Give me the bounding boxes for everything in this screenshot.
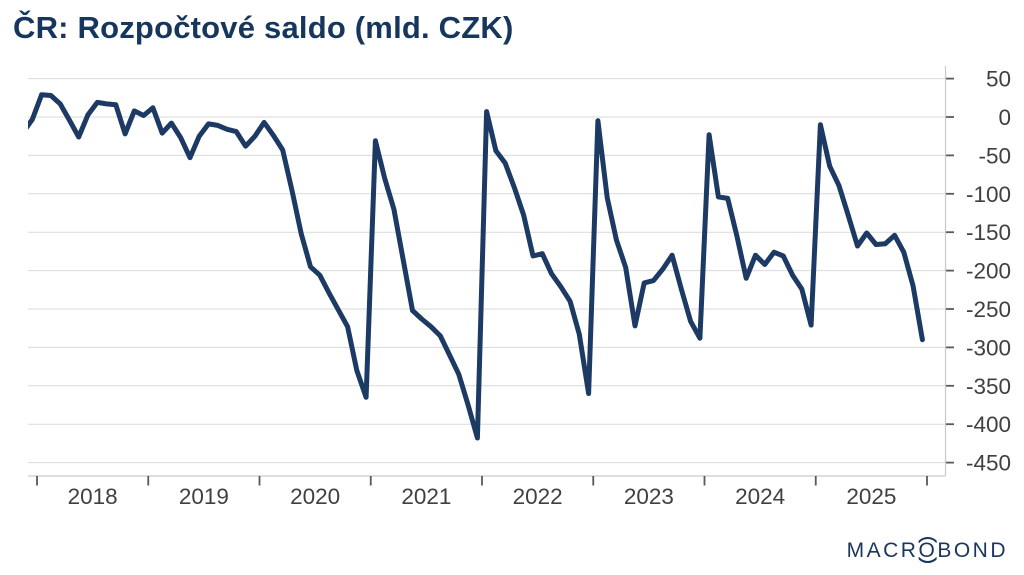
x-tick-label-2023: 2023: [624, 484, 674, 509]
y-tick-label--400: -400: [966, 412, 1011, 437]
y-tick-label-50: 50: [986, 67, 1011, 92]
y-tick-label--50: -50: [978, 143, 1011, 168]
logo-text-suffix: BOND: [937, 539, 1008, 562]
x-tick-label-2025: 2025: [846, 484, 896, 509]
x-tick-label-2019: 2019: [179, 484, 229, 509]
y-tick-label--100: -100: [966, 182, 1011, 207]
x-tick-label-2022: 2022: [513, 484, 563, 509]
logo-circled-o: O: [918, 539, 938, 562]
y-tick-label--350: -350: [966, 374, 1011, 399]
logo-text-prefix: MACR: [846, 539, 919, 562]
x-tick-label-2020: 2020: [290, 484, 340, 509]
x-tick-label-2018: 2018: [68, 484, 118, 509]
budget-balance-series-line: [28, 92, 925, 441]
macrobond-logo: MACROBOND: [847, 539, 1008, 563]
chart-title: ČR: Rozpočtové saldo (mld. CZK): [13, 10, 514, 45]
y-tick-label--200: -200: [966, 259, 1011, 284]
y-tick-label-0: 0: [998, 105, 1011, 130]
y-tick-label--450: -450: [966, 451, 1011, 476]
x-tick-label-2021: 2021: [401, 484, 451, 509]
y-tick-label--300: -300: [966, 335, 1011, 360]
x-tick-label-2024: 2024: [735, 484, 785, 509]
y-tick-label--150: -150: [966, 220, 1011, 245]
y-tick-label--250: -250: [966, 297, 1011, 322]
